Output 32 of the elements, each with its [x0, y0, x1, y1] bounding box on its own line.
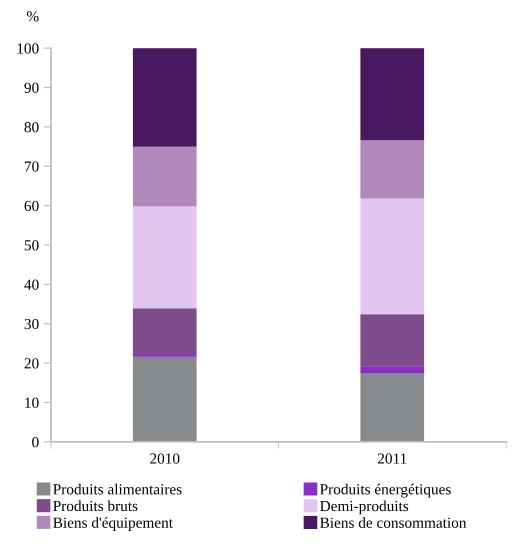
y-tick-label: 100: [18, 43, 39, 54]
bar: [360, 314, 424, 366]
y-tick-label: 60: [24, 200, 39, 212]
x-tick-label: 2011: [378, 453, 406, 464]
legend-label: Produits bruts: [53, 500, 138, 512]
bar: [132, 308, 197, 354]
bar: [360, 48, 424, 140]
bar: [132, 206, 197, 308]
y-tick-label: 70: [24, 161, 39, 172]
legend-label: Produits énergétiques: [320, 484, 451, 498]
bar: [132, 356, 197, 442]
y-tick-label: 50: [24, 240, 39, 250]
bar: [360, 366, 424, 374]
bar: [360, 373, 424, 442]
legend-label: Produits alimentaires: [53, 484, 182, 494]
legend-label: Biens d'équipement: [53, 517, 173, 531]
bar: [132, 48, 197, 147]
y-tick-label: 40: [24, 280, 39, 290]
bar: [360, 198, 424, 314]
legend-label: Demi-produits: [320, 500, 408, 514]
y-tick-label: 20: [24, 358, 39, 369]
y-tick-label: 0: [32, 436, 39, 448]
y-tick-label: 30: [24, 318, 39, 330]
y-tick-label: 80: [24, 122, 39, 132]
legend-label: Biens de consommation: [320, 517, 466, 528]
y-tick-label: 10: [25, 398, 39, 408]
y-tick-label: 90: [24, 82, 39, 93]
x-tick-label: 2010: [150, 453, 180, 464]
bar: [360, 140, 424, 199]
bar: [132, 354, 197, 357]
y-axis-title: %: [26, 11, 39, 22]
bar: [132, 146, 197, 206]
